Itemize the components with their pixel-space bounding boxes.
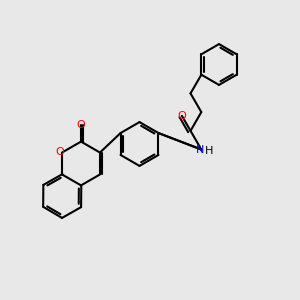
Text: O: O xyxy=(76,120,85,130)
Text: O: O xyxy=(178,111,186,121)
Text: O: O xyxy=(55,147,64,157)
Text: H: H xyxy=(205,146,213,156)
Text: N: N xyxy=(196,145,204,154)
